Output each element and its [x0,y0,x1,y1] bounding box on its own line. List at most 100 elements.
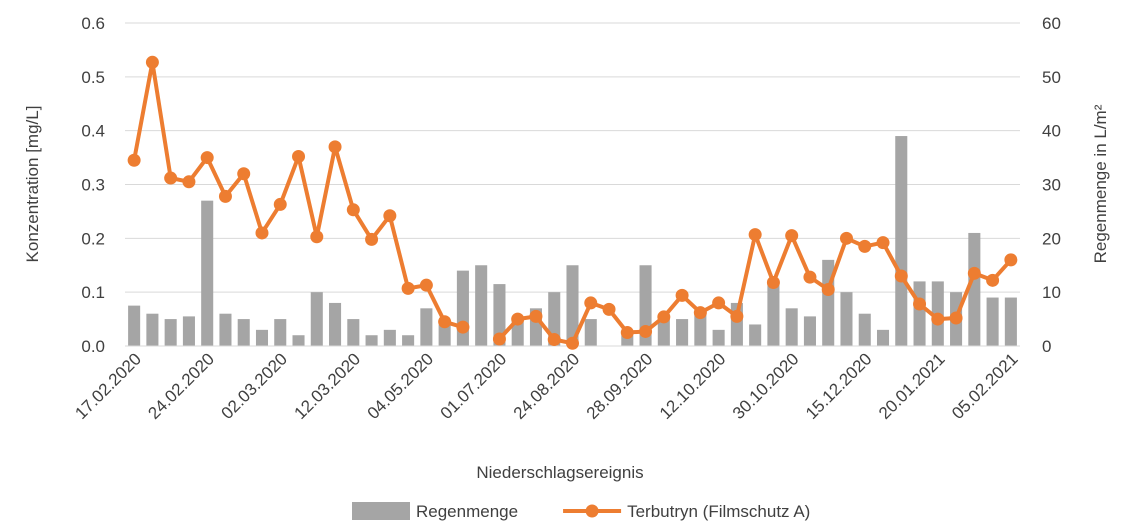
point [328,140,342,154]
point [419,278,433,292]
point [931,312,945,326]
bar [803,316,816,346]
bar [493,284,506,346]
point [438,315,452,329]
point [145,55,159,69]
point [127,153,141,167]
bar [255,329,269,346]
y2-axis-title: Regenmenge in L/m² [1091,104,1110,263]
point [529,309,543,323]
y-tick-label: 0.3 [81,176,105,195]
point [346,203,360,217]
point [182,175,196,189]
point [511,312,525,326]
point [401,281,415,295]
point [566,336,579,350]
x-tick-label: 15.12.2020 [802,349,876,423]
point [785,229,799,243]
bar [219,313,232,346]
bar [146,313,159,346]
point [639,324,653,338]
bar [749,324,762,346]
point [273,197,287,211]
point [255,226,269,240]
y-axis-title: Konzentration [mg/L] [23,106,42,263]
point [803,270,817,284]
bar [347,319,360,346]
point [766,275,780,289]
bar [128,305,141,346]
point [602,302,616,316]
x-tick-label: 01.07.2020 [437,349,511,423]
point [383,209,397,223]
point [986,273,1000,287]
point [1004,253,1018,267]
y2-tick-label: 30 [1042,176,1061,195]
x-tick-label: 12.10.2020 [656,349,730,423]
x-tick-label: 30.10.2020 [729,349,803,423]
y2-tick-label: 10 [1042,283,1061,302]
point [949,311,963,325]
point [712,296,726,310]
bar [383,329,396,346]
bar [292,335,305,346]
bar [767,284,780,346]
y2-tick-label: 0 [1042,337,1051,356]
bar [895,136,908,346]
point [292,150,306,164]
y2-tick-label: 50 [1042,68,1061,87]
y-tick-label: 0.2 [81,229,105,248]
bar [840,292,853,346]
point [164,171,178,185]
x-tick-label: 24.02.2020 [144,349,218,423]
point [876,236,890,250]
x-tick-label: 28.09.2020 [583,349,657,423]
bar [657,319,670,346]
point [858,239,872,253]
bar [968,232,981,346]
bar [475,265,488,346]
bar [858,313,871,346]
y2-tick-label: 20 [1042,229,1061,248]
bar [785,308,798,346]
bar [402,335,415,346]
x-tick-label: 05.02.2021 [948,349,1022,423]
bar [274,319,287,346]
legend-label: Terbutryn (Filmschutz A) [627,502,810,521]
bar [986,297,999,346]
bar [876,329,890,346]
point [365,232,379,246]
point [547,333,561,347]
y-tick-label: 0.4 [81,122,105,141]
y2-tick-label: 40 [1042,122,1061,141]
point [730,309,744,323]
point [657,310,671,324]
y-tick-label: 0.5 [81,68,105,87]
bar [182,316,195,346]
bar [566,265,579,346]
bar [694,313,707,346]
point [967,266,981,280]
y-tick-label: 0.6 [81,14,105,33]
bar [584,319,597,346]
y-tick-label: 0.1 [81,283,105,302]
legend-swatch [585,504,599,518]
point [492,332,506,346]
point [693,306,707,320]
bar [237,319,250,346]
point [200,151,214,165]
point [620,326,634,340]
point [913,297,927,311]
x-tick-label: 20.01.2021 [875,349,949,423]
legend-label: Regenmenge [416,502,518,521]
bar [1004,297,1017,346]
bar [456,270,469,346]
bar [164,319,177,346]
bar [621,335,634,346]
x-axis-title: Niederschlagsereignis [476,463,643,482]
bar [329,302,342,346]
bar [913,281,926,346]
y2-tick-label: 60 [1042,14,1061,33]
point [894,269,908,283]
